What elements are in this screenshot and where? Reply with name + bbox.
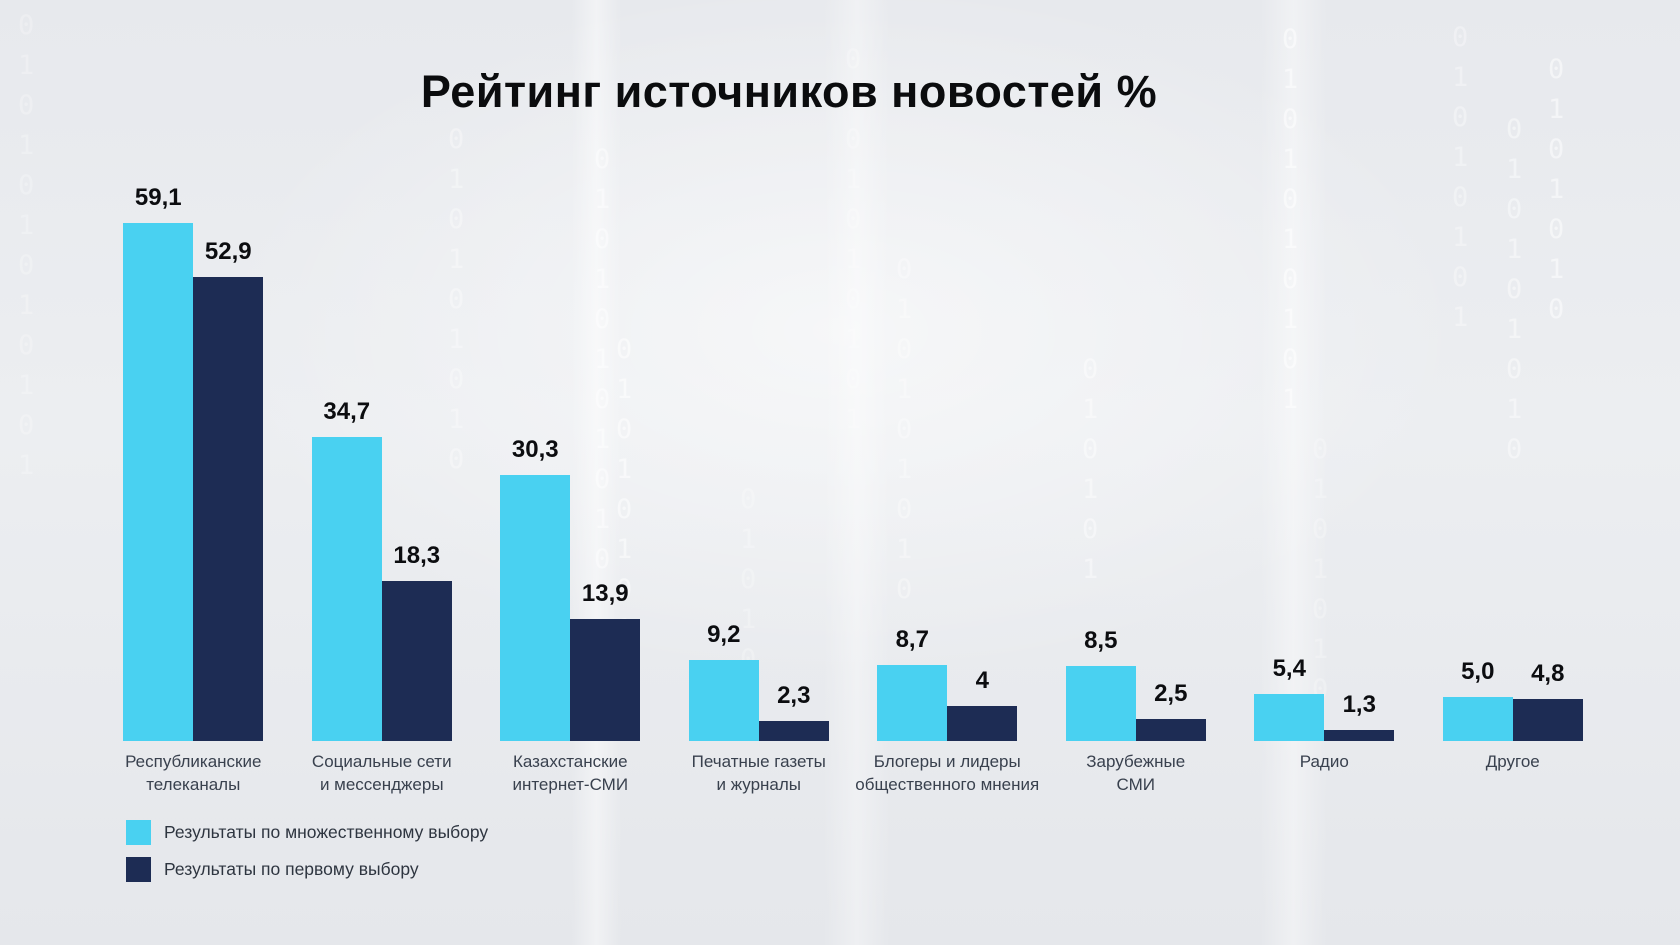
legend-item-first-choice: Результаты по первому выбору [126,857,488,882]
bar-multiple-choice: 34,7 [311,223,382,741]
bar-value-label: 5,0 [1461,658,1495,685]
bar-value-label: 4 [975,667,989,694]
bar-first-choice: 4 [947,223,1018,741]
bar-first-choice: 4,8 [1512,223,1583,741]
bar-rect [193,277,264,741]
chart-legend: Результаты по множественному выбору Резу… [126,820,488,882]
legend-item-multiple-choice: Результаты по множественному выбору [126,820,488,845]
chart-title: Рейтинг источников новостей % [420,66,1158,117]
bar-rect [311,437,382,741]
bar-multiple-choice: 30,3 [500,223,571,741]
bar-rect [570,619,641,741]
bar-value-label: 2,5 [1154,680,1188,707]
bar-first-choice: 1,3 [1324,223,1395,741]
category-label: Казахстанские интернет-СМИ [512,752,629,794]
bar-value-label: 8,5 [1084,627,1118,654]
bar-value-label: 2,3 [777,682,811,709]
bar-first-choice: 2,5 [1135,223,1206,741]
bar-chart: 59,1 52,9 Республиканские телеканалы 34,7 18… [99,184,1608,794]
bar-value-label: 8,7 [895,626,929,653]
bar-group: 34,7 18,3 Социальные сети и мессенджеры [288,223,477,794]
bar-group: 8,7 4 Блогеры и лидеры общественного мнени… [853,223,1042,794]
category-label: Блогеры и лидеры общественного мнения [855,752,1040,794]
bar-multiple-choice: 5,4 [1254,223,1325,741]
bar-rect [1512,699,1583,741]
category-label: Зарубежные СМИ [1086,752,1186,794]
bar-rect [947,706,1018,741]
bar-group: 30,3 13,9 Казахстанские интернет-СМИ [476,223,665,794]
bar-value-label: 30,3 [511,436,559,463]
bar-rect [758,721,829,741]
bar-rect [877,665,948,741]
bar-value-label: 4,8 [1531,660,1565,687]
bar-rect [1135,719,1206,741]
bar-group: 5,4 1,3 Радио [1230,223,1419,771]
bar-value-label: 52,9 [204,238,252,265]
bar-rect [1065,666,1136,741]
bar-value-label: 9,2 [707,621,741,648]
bar-value-label: 13,9 [581,580,629,607]
bar-first-choice: 2,3 [758,223,829,741]
bar-first-choice: 18,3 [381,223,452,741]
category-label: Республиканские телеканалы [125,752,262,794]
bar-value-label: 34,7 [323,398,371,425]
bar-group: 59,1 52,9 Республиканские телеканалы [99,184,288,794]
category-label: Радио [1299,752,1349,771]
bar-first-choice: 13,9 [570,223,641,741]
bar-value-label: 18,3 [393,542,441,569]
legend-label-multiple-choice: Результаты по множественному выбору [164,822,489,842]
bar-multiple-choice: 5,0 [1442,223,1513,741]
bar-rect [381,581,452,741]
legend-swatch-first-choice-icon [126,857,151,882]
legend-label-first-choice: Результаты по первому выбору [164,859,419,879]
category-label: Печатные газеты и журналы [691,752,826,794]
bar-value-label: 5,4 [1272,655,1306,682]
bar-first-choice: 52,9 [193,223,264,741]
category-label: Другое [1485,752,1540,771]
bar-group: 8,5 2,5 Зарубежные СМИ [1042,223,1231,794]
category-label: Социальные сети и мессенджеры [311,752,452,794]
bar-multiple-choice: 8,5 [1065,223,1136,741]
bar-value-label: 59,1 [134,184,182,211]
bar-rect [500,475,571,741]
bar-rect [1442,697,1513,741]
bar-rect [1324,730,1395,741]
bar-multiple-choice: 9,2 [688,223,759,741]
bar-rect [123,223,194,741]
bar-value-label: 1,3 [1342,691,1376,718]
bar-group: 5,0 4,8 Другое [1419,223,1608,771]
bar-multiple-choice: 8,7 [877,223,948,741]
legend-swatch-multiple-choice-icon [126,820,151,845]
bar-multiple-choice: 59,1 [123,184,194,741]
bar-group: 9,2 2,3 Печатные газеты и журналы [665,223,854,794]
bar-rect [688,660,759,741]
bar-rect [1254,694,1325,741]
